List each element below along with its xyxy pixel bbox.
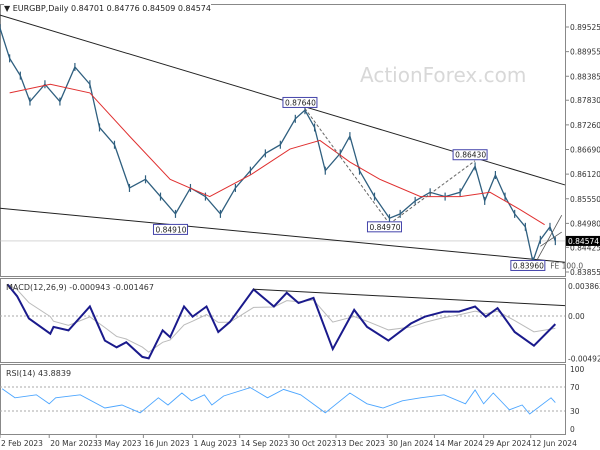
price-tick-label: 0.87260 [570,121,600,130]
ohlc-values: 0.84701 0.84776 0.84509 0.84574 [71,4,211,13]
annotation-box [282,96,318,108]
rsi-tick-label: 100 [570,365,585,374]
annotation-label: 0.87640 [285,98,316,107]
annotation-label: 0.83960 [513,261,544,270]
macd-signal-line [7,283,556,353]
annotation-label: 0.84970 [369,223,400,232]
channel-line [540,231,562,247]
collapse-icon[interactable]: ▼ [4,4,11,13]
price-tick-label: 0.88385 [570,72,600,81]
rsi-tick-label: 0 [570,425,575,434]
annotation-label: 0.84910 [155,225,186,234]
macd-trendline [253,288,566,307]
rsi-tick-label: 70 [570,383,580,392]
annotation-box [152,223,188,235]
watermark: ActionForex.com [360,63,526,87]
annotation-box [510,259,546,271]
macd-panel [0,278,566,363]
moving-average [9,83,545,226]
trendline [0,207,566,263]
date-tick-label: 30 Jan 2024 [388,439,433,448]
annotation-box [452,149,488,161]
date-tick-label: 14 Mar 2024 [435,439,483,448]
price-tick-label: 0.84980 [570,219,600,228]
current-price-label: 0.84574 [568,237,599,246]
date-tick-label: 20 Mar 2023 [50,439,98,448]
price-tick-label: 0.87830 [570,96,600,105]
date-tick-label: 30 Oct 2023 [290,439,337,448]
price-tick-label: 0.83855 [570,268,600,277]
chart-title: ▼ EURGBP,Daily 0.84701 0.84776 0.84509 0… [4,4,211,13]
date-tick-label: 16 Jun 2023 [144,439,189,448]
date-tick-label: 2 Feb 2023 [1,439,43,448]
macd-tick-label: -0.004926 [568,355,600,364]
date-tick-label: 29 Apr 2024 [485,439,532,448]
macd-tick-label: 0.003863 [568,282,600,291]
annotation-label: 0.86430 [455,151,486,160]
price-tick-label: 0.89525 [570,23,600,32]
annotation-label: FE 100.0 [550,261,583,270]
date-tick-label: 1 Aug 2023 [194,439,237,448]
current-price-box [566,235,600,246]
date-tick-label: 3 May 2023 [97,439,141,448]
rsi-title: RSI(14) 43.8839 [6,369,71,378]
price-panel [0,4,566,277]
price-tick-label: 0.84425 [570,243,600,252]
date-tick-label: 14 Sep 2023 [241,439,289,448]
price-tick-label: 0.86120 [570,170,600,179]
date-tick-label: 12 Jun 2024 [532,439,577,448]
swing-line [389,160,476,225]
price-tick-label: 0.85550 [570,195,600,204]
macd-line [6,283,557,360]
price-tick-label: 0.86690 [570,145,600,154]
annotation-box [366,221,402,233]
rsi-panel [0,364,566,435]
rsi-line [1,387,556,415]
date-tick-label: 13 Dec 2023 [337,439,385,448]
rsi-tick-label: 30 [570,407,580,416]
symbol-label: EURGBP,Daily [12,4,69,13]
swing-line [304,108,390,225]
macd-title: MACD(12,26,9) -0.000943 -0.001467 [6,283,154,292]
price-tick-label: 0.88955 [570,48,600,57]
macd-tick-label: 0.00 [568,312,585,321]
